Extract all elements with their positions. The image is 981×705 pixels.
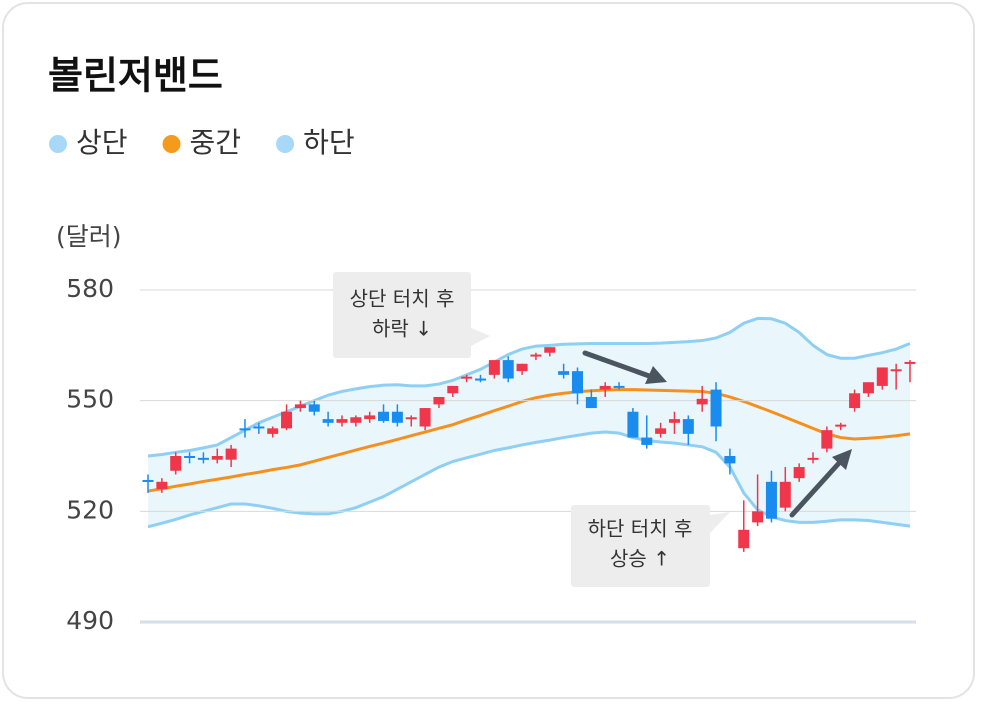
candle-body	[378, 411, 390, 421]
arrow-head	[832, 449, 852, 470]
band-layer	[147, 316, 911, 529]
legend-swatch	[276, 135, 295, 153]
arrow	[789, 459, 843, 518]
candle-body	[544, 347, 556, 353]
candle-body	[765, 481, 777, 519]
candle-body	[571, 371, 583, 394]
candle-body	[627, 411, 639, 438]
legend: 상단 중간 하단	[49, 126, 355, 159]
candle-body	[793, 467, 805, 479]
candle-body	[336, 419, 348, 423]
candle-body	[475, 378, 487, 381]
candle-body	[308, 404, 320, 412]
candle-body	[641, 437, 653, 445]
candle-body	[876, 367, 888, 386]
candle-body	[807, 457, 819, 460]
band-line	[147, 388, 911, 493]
candle-body	[904, 361, 916, 364]
candle-body	[253, 426, 265, 429]
candle-body	[281, 411, 293, 429]
candle-body	[294, 404, 306, 409]
annotation-pointer	[471, 328, 490, 346]
legend-swatch	[49, 135, 67, 153]
y-tick-label: 550	[66, 385, 114, 414]
y-tick-label: 580	[66, 274, 114, 303]
candle-body	[724, 456, 736, 464]
candle-body	[835, 424, 847, 427]
candle-body	[738, 529, 750, 549]
candle-body	[170, 456, 182, 471]
candle-body	[322, 419, 334, 423]
candle-body	[779, 481, 791, 508]
candle-body	[585, 396, 597, 409]
candle-body	[419, 408, 431, 427]
candle-body	[267, 428, 279, 434]
candle-body	[890, 369, 902, 372]
candle-body	[211, 456, 223, 460]
annotations: 상단 터치 후하락 ↓ 하단 터치 후상승 ↑	[333, 272, 852, 587]
legend-label: 상단	[76, 126, 128, 159]
candle-body	[197, 457, 209, 460]
band-line	[147, 430, 911, 529]
arrow-head	[645, 366, 667, 384]
candle-body	[599, 385, 611, 390]
annotation-text: 하단 터치 후	[588, 517, 693, 541]
candle-body	[821, 430, 833, 449]
candle-body	[710, 389, 722, 427]
candle-body	[447, 385, 459, 394]
candle-body	[391, 411, 403, 423]
band-line	[147, 316, 911, 458]
candle-body	[558, 371, 570, 375]
candle-body	[516, 363, 528, 372]
candle-body	[530, 354, 542, 357]
candle-body	[696, 398, 708, 405]
candle-body	[752, 511, 764, 523]
candle-body	[502, 360, 514, 379]
y-tick-label: 520	[66, 495, 114, 524]
candle-body	[849, 393, 861, 409]
legend-swatch	[162, 135, 181, 153]
candle-body	[433, 396, 445, 405]
band-fill	[148, 318, 910, 527]
legend-label: 하단	[303, 126, 355, 159]
candle-body	[655, 428, 667, 434]
candle-body	[862, 382, 874, 394]
candle-body	[350, 417, 362, 423]
candle-body	[364, 415, 376, 420]
candle-body	[225, 448, 237, 460]
candle-body	[461, 376, 473, 379]
grid-layer: 580 550 520 490	[66, 274, 916, 635]
candle-body	[488, 360, 500, 375]
arrow	[582, 350, 655, 380]
y-axis-label: (달러)	[56, 222, 122, 251]
candle-body	[668, 419, 680, 423]
candle-layer	[142, 347, 916, 552]
candle-body	[184, 456, 196, 458]
candle-body	[156, 481, 168, 490]
annotation-text: 상승 ↑	[610, 547, 670, 571]
annotation-pointer	[710, 512, 730, 533]
annotation-box	[333, 272, 471, 358]
y-tick-label: 490	[66, 606, 114, 635]
candle-body	[682, 419, 694, 434]
chart-title: 볼린저밴드	[48, 54, 223, 98]
candle-body	[405, 417, 417, 420]
candle-body	[239, 428, 251, 431]
annotation-text: 하락 ↓	[372, 317, 432, 341]
legend-label: 중간	[190, 126, 242, 159]
candle-body	[613, 385, 625, 388]
candle-body	[142, 479, 154, 482]
annotation-box	[571, 505, 710, 587]
annotation-text: 상단 터치 후	[350, 287, 455, 311]
